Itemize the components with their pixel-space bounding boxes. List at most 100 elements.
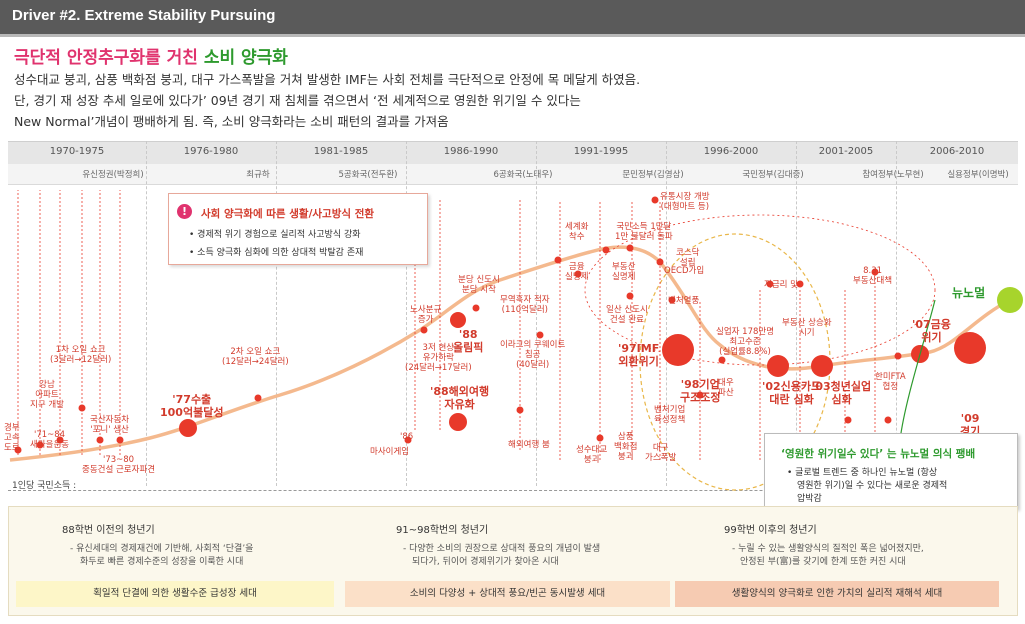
callout-title: 사회 양극화에 따른 생활/사고방식 전환 [201, 208, 375, 220]
event-label: 이라크의 쿠웨이트 침공 (40달러) [500, 340, 566, 370]
event-label: '03청년실업 심화 [812, 380, 872, 406]
government-label: 최규하 [246, 170, 270, 180]
event-label: '73~80 중동건설 근로자파견 [82, 455, 156, 475]
event-label: '97IMF 외환위기 [618, 342, 660, 368]
event-label: 8.31 부동산대책 [853, 266, 893, 286]
event-label: 분당 신도시 분당 시작 [458, 275, 500, 295]
event-label: 일산 신도시 건설 완료 [606, 305, 648, 325]
event-label: '07금융 위기 [912, 318, 951, 344]
new-normal-box: ‘영원한 위기일수 있다’ 는 뉴노멀 의식 팽배 • 글로벌 트렌드 중 하나… [764, 433, 1018, 509]
event-label: 경부 고속 도로 [4, 423, 20, 453]
event-label: 대구 가스폭발 [645, 443, 677, 463]
generation-heading: 88학번 이전의 청년기 [62, 525, 155, 536]
callout-bullet-text: 경제적 위기 경험으로 실리적 사고방식 강화 [197, 230, 361, 240]
government-label: 유신정권(박정희) [82, 170, 144, 180]
event-label: 벤처기업 육성정책 [654, 405, 686, 425]
period-divider [536, 141, 537, 486]
generation-desc: 되다가, 뒤이어 경제위기가 찾아온 시대 [412, 557, 559, 567]
callout-bullet: • 소득 양극화 심화에 의한 상대적 박탈감 존재 [189, 248, 364, 258]
period-divider [796, 141, 797, 486]
income-label: 1인당 국민소득 : [12, 481, 77, 491]
header-divider [0, 34, 1025, 37]
generation-band: 획일적 단결에 의한 생활수준 급성장 세대 [16, 581, 334, 607]
period-divider [896, 141, 897, 486]
polarization-callout: ! 사회 양극화에 따른 생활/사고방식 전환 • 경제적 위기 경험으로 실리… [168, 193, 428, 265]
new-normal-box-title: ‘영원한 위기일수 있다’ 는 뉴노멀 의식 팽배 [781, 448, 976, 460]
generation-desc: - 누릴 수 있는 생활양식의 질적인 폭은 넓어졌지만, [732, 544, 924, 554]
generation-desc: 화두로 빠른 경제수준의 성장을 이룩한 시대 [80, 557, 244, 567]
generation-desc: - 다양한 소비의 권장으로 상대적 풍요의 개념이 발생 [403, 544, 601, 554]
event-label: 삼풍 백화점 붕괴 [614, 432, 638, 462]
generation-heading: 99학번 이후의 청년기 [724, 525, 817, 536]
generation-desc: 안정된 부(富)를 갖기에 한계 또한 커진 시대 [740, 557, 906, 567]
new-normal-dot [997, 287, 1023, 313]
intro-line-1: 성수대교 붕괴, 삼풍 백화점 붕괴, 대구 가스폭발을 거쳐 발생한 IMF는… [14, 72, 641, 87]
crisis-ellipse [584, 214, 936, 366]
exclamation-icon: ! [177, 204, 192, 219]
header-label: Driver #2. Extreme Stability Pursuing [12, 7, 276, 24]
government-label: 국민정부(김대중) [742, 170, 804, 180]
intro-line-2: 단, 경기 재 성장 추세 일로에 있다가’ 09년 경기 재 침체를 겪으면서… [14, 93, 581, 108]
event-label: 국산자동차 '포니' 생산 [90, 415, 130, 435]
event-label: 국민소득 1만달 1만 불달러 돌파 [615, 222, 673, 242]
event-label: '02신용카드 대란 심화 [762, 380, 822, 406]
title-part2: 소비 양극화 [203, 48, 288, 68]
event-label: 1차 오일 쇼크 (3달러→12달러) [50, 345, 112, 365]
new-normal-line: • 글로벌 트렌드 중 하나인 뉴노멀 (항상 [787, 468, 938, 478]
event-label: '86 [400, 432, 414, 442]
page-title: 극단적 안정추구화를 거친 소비 양극화 [14, 43, 288, 68]
period-label: 1996-2000 [703, 146, 759, 157]
event-label: 저금리 및 [764, 280, 798, 290]
event-label: 성수대교 붕괴 [576, 445, 608, 465]
government-label: 5공화국(전두환) [338, 170, 398, 180]
new-normal-arrow [899, 299, 936, 441]
new-normal-label: 뉴노멀 [952, 286, 986, 300]
period-label: 2001-2005 [818, 146, 874, 157]
new-normal-line: 영원한 위기)일 수 있다는 새로운 경제적 [797, 481, 948, 491]
generation-band: 소비의 다양성 + 상대적 풍요/빈곤 동시발생 세대 [345, 581, 670, 607]
event-dots [14, 196, 986, 454]
period-label: 1986-1990 [443, 146, 499, 157]
event-label: 세계화 착수 [565, 222, 589, 242]
event-label: 마사이게임 [370, 447, 410, 457]
period-divider [406, 141, 407, 486]
government-bar: 유신정권(박정희) 최규하 5공화국(전두환) 6공화국(노태우) 문민정부(김… [8, 164, 1018, 185]
event-label: 코스닥 설립 [676, 248, 700, 268]
event-label: 유통시장 개방 (대형마트 등) [660, 192, 710, 212]
period-divider [666, 141, 667, 486]
event-label: '71~84 새마을운동 [30, 430, 70, 450]
event-label: 부동산 상승화 시기 [782, 318, 832, 338]
trend-curve [9, 245, 1011, 462]
event-label: 실업자 178만명 최고수준 (실업률8.8%) [716, 327, 775, 357]
generation-heading: 91~98학번의 청년기 [396, 525, 489, 536]
new-normal-line: 압박감 [797, 494, 822, 504]
event-label: 3저 현상 유가하락 (24달러→17달러) [405, 343, 472, 373]
period-divider [146, 141, 147, 486]
event-label: '77수출 100억불달성 [160, 393, 224, 419]
event-label: 강남 아파트 지구 개발 [30, 380, 64, 410]
generation-desc: - 유신세대의 경제재건에 기반해, 사회적 ‘단결’을 [70, 544, 254, 554]
government-label: 6공화국(노태우) [493, 170, 553, 180]
period-label: 1981-1985 [313, 146, 369, 157]
event-label: 노사분규 증가 [410, 305, 442, 325]
period-label: 1976-1980 [183, 146, 239, 157]
event-label: 한미FTA 협정 [875, 372, 906, 392]
event-label: '88해외여행 자유화 [430, 385, 490, 411]
event-label: 2차 오일 쇼크 (12달러→24달러) [222, 347, 289, 367]
callout-bullet-text: 소득 양극화 심화에 의한 상대적 박탈감 존재 [197, 248, 364, 258]
event-label: 무역흑자 적자 (110억달러) [500, 295, 550, 315]
period-label: 1991-1995 [573, 146, 629, 157]
title-part1: 극단적 안정추구화를 거친 [14, 48, 198, 68]
period-label: 2006-2010 [929, 146, 985, 157]
intro-line-3: New Normal’개념이 팽배하게 됨. 즉, 소비 양극화라는 소비 패턴… [14, 114, 449, 129]
period-bar: 1970-1975 1976-1980 1981-1985 1986-1990 … [8, 141, 1018, 165]
page-header: Driver #2. Extreme Stability Pursuing [0, 0, 1025, 34]
event-label: '88 올림픽 [453, 328, 484, 354]
period-label: 1970-1975 [49, 146, 105, 157]
event-label: 부동산 실명제 [612, 262, 636, 282]
generation-band: 생활양식의 양극화로 인한 가치의 실리적 재해석 세대 [675, 581, 999, 607]
event-label: 해외여행 붐 [508, 440, 550, 450]
event-label: OECD가입 [664, 266, 705, 276]
event-label: 벤처열풍 [668, 296, 700, 306]
government-label: 문민정부(김영삼) [622, 170, 684, 180]
